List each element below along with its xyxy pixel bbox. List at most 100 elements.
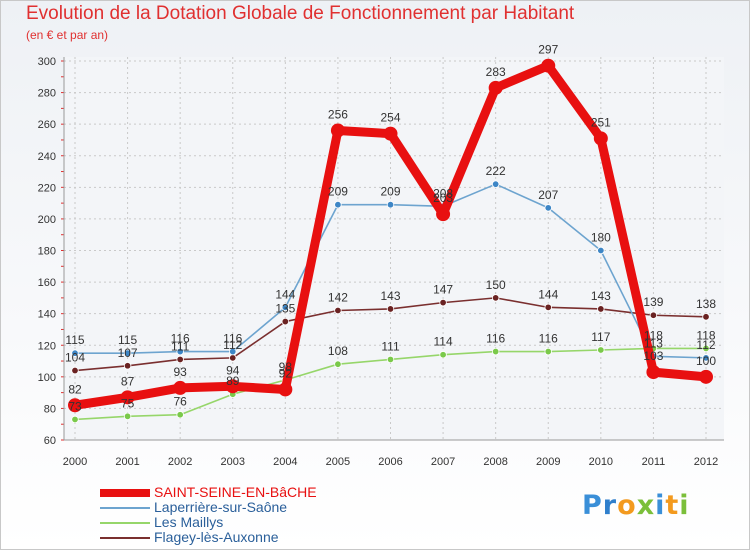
y-tick-label: 80 xyxy=(44,403,56,415)
logo-letter: o xyxy=(617,490,637,521)
plot-area xyxy=(64,57,724,440)
data-point-les-maillys xyxy=(71,415,79,424)
data-point-les-maillys xyxy=(491,347,500,356)
data-point-flagey-l-s-auxonne xyxy=(649,311,658,319)
data-label-saint-seine-en-b-che: 297 xyxy=(538,43,558,57)
data-label-saint-seine-en-b-che: 93 xyxy=(173,365,187,379)
data-point-laperri-re-sur-sa-ne xyxy=(123,349,132,357)
data-point-laperri-re-sur-sa-ne xyxy=(702,354,710,362)
data-label-laperri-re-sur-sa-ne: 208 xyxy=(433,186,453,200)
x-tick-label: 2001 xyxy=(115,456,139,468)
data-label-laperri-re-sur-sa-ne: 116 xyxy=(171,332,190,346)
y-tick-label: 140 xyxy=(38,309,56,321)
data-label-flagey-l-s-auxonne: 139 xyxy=(643,295,663,309)
legend-label: Flagey-lès-Auxonne xyxy=(154,529,279,545)
logo-letter: i xyxy=(655,490,666,521)
data-point-flagey-l-s-auxonne xyxy=(597,305,605,313)
data-label-laperri-re-sur-sa-ne: 112 xyxy=(696,338,715,352)
legend: SAINT-SEINE-EN-BâCHE Laperrière-sur-Saône… xyxy=(100,485,317,545)
chart-subtitle: (en € et par an) xyxy=(26,28,109,42)
data-label-les-maillys: 118 xyxy=(644,328,663,342)
x-tick-label: 2004 xyxy=(273,456,297,468)
y-tick-label: 120 xyxy=(38,340,56,352)
data-point-laperri-re-sur-sa-ne xyxy=(334,201,342,209)
data-point-flagey-l-s-auxonne xyxy=(544,303,552,312)
data-label-saint-seine-en-b-che: 87 xyxy=(121,374,135,388)
data-point-flagey-l-s-auxonne xyxy=(281,317,290,326)
data-label-saint-seine-en-b-che: 254 xyxy=(380,111,400,125)
data-point-flagey-l-s-auxonne xyxy=(123,362,132,370)
y-tick-label: 60 xyxy=(44,435,56,447)
data-point-flagey-l-s-auxonne xyxy=(229,354,237,362)
legend-label: SAINT-SEINE-EN-BâCHE xyxy=(154,484,317,500)
y-tick-label: 260 xyxy=(38,119,56,131)
data-point-laperri-re-sur-sa-ne xyxy=(229,347,237,356)
data-point-les-maillys xyxy=(439,351,447,359)
data-label-laperri-re-sur-sa-ne: 180 xyxy=(591,231,611,245)
data-point-laperri-re-sur-sa-ne xyxy=(386,201,395,209)
data-point-saint-seine-en-b-che xyxy=(225,379,240,394)
data-label-les-maillys: 114 xyxy=(434,335,453,349)
data-label-saint-seine-en-b-che: 92 xyxy=(279,366,293,380)
logo-letter: r xyxy=(602,490,618,521)
data-label-flagey-l-s-auxonne: 142 xyxy=(328,291,348,305)
data-label-saint-seine-en-b-che: 251 xyxy=(591,115,611,129)
x-tick-label: 2002 xyxy=(168,456,192,468)
x-tick-label: 2010 xyxy=(589,456,613,468)
legend-item-flagey-l-s-auxonne: Flagey-lès-Auxonne xyxy=(100,530,317,545)
data-point-saint-seine-en-b-che xyxy=(699,369,713,384)
data-label-les-maillys: 117 xyxy=(591,330,610,344)
data-point-les-maillys xyxy=(176,411,184,419)
legend-label: Laperrière-sur-Saône xyxy=(154,499,288,515)
data-point-saint-seine-en-b-che xyxy=(383,126,398,141)
data-point-laperri-re-sur-sa-ne xyxy=(491,180,500,188)
data-label-laperri-re-sur-sa-ne: 115 xyxy=(65,333,84,347)
data-label-flagey-l-s-auxonne: 144 xyxy=(538,287,558,301)
data-point-flagey-l-s-auxonne xyxy=(386,305,395,313)
data-label-flagey-l-s-auxonne: 147 xyxy=(433,283,453,297)
y-tick-label: 240 xyxy=(38,151,56,163)
data-point-les-maillys xyxy=(597,346,605,354)
data-point-laperri-re-sur-sa-ne xyxy=(544,204,552,212)
chart-title: Evolution de la Dotation Globale de Fonc… xyxy=(26,3,575,24)
data-label-les-maillys: 118 xyxy=(696,328,715,342)
legend-swatch xyxy=(100,506,150,509)
x-tick-label: 2011 xyxy=(642,456,666,468)
data-point-laperri-re-sur-sa-ne xyxy=(281,303,290,312)
data-label-flagey-l-s-auxonne: 135 xyxy=(275,302,295,316)
data-point-saint-seine-en-b-che xyxy=(120,390,135,405)
data-point-saint-seine-en-b-che xyxy=(278,382,293,397)
x-tick-label: 2005 xyxy=(326,456,350,468)
x-tick-label: 2003 xyxy=(221,456,245,468)
data-point-laperri-re-sur-sa-ne xyxy=(71,349,79,357)
data-label-flagey-l-s-auxonne: 107 xyxy=(118,346,138,360)
data-label-saint-seine-en-b-che: 203 xyxy=(433,191,453,205)
legend-swatch xyxy=(100,521,150,524)
data-label-saint-seine-en-b-che: 103 xyxy=(643,349,663,363)
data-label-les-maillys: 89 xyxy=(226,374,240,388)
legend-item-laperri-re-sur-sa-ne: Laperrière-sur-Saône xyxy=(100,500,317,515)
data-label-les-maillys: 111 xyxy=(381,339,400,353)
data-label-flagey-l-s-auxonne: 112 xyxy=(223,338,242,352)
y-tick-label: 300 xyxy=(38,56,56,68)
data-point-saint-seine-en-b-che xyxy=(173,380,188,395)
x-tick-label: 2008 xyxy=(483,456,507,468)
x-tick-label: 2006 xyxy=(378,456,402,468)
proxiti-logo: Proxiti xyxy=(582,490,690,521)
logo-letter: t xyxy=(665,490,680,521)
data-label-laperri-re-sur-sa-ne: 116 xyxy=(223,332,242,346)
data-point-flagey-l-s-auxonne xyxy=(702,313,710,321)
logo-letter: x xyxy=(636,490,656,521)
data-point-flagey-l-s-auxonne xyxy=(176,355,184,364)
data-point-saint-seine-en-b-che xyxy=(330,123,345,138)
data-label-les-maillys: 98 xyxy=(279,360,293,374)
x-tick-label: 2000 xyxy=(63,456,87,468)
data-label-saint-seine-en-b-che: 283 xyxy=(486,65,506,79)
data-label-flagey-l-s-auxonne: 143 xyxy=(380,289,400,303)
data-point-flagey-l-s-auxonne xyxy=(491,294,500,302)
legend-swatch xyxy=(100,536,150,539)
data-point-flagey-l-s-auxonne xyxy=(439,298,447,307)
legend-label: Les Maillys xyxy=(154,514,224,530)
data-label-saint-seine-en-b-che: 100 xyxy=(696,354,716,368)
